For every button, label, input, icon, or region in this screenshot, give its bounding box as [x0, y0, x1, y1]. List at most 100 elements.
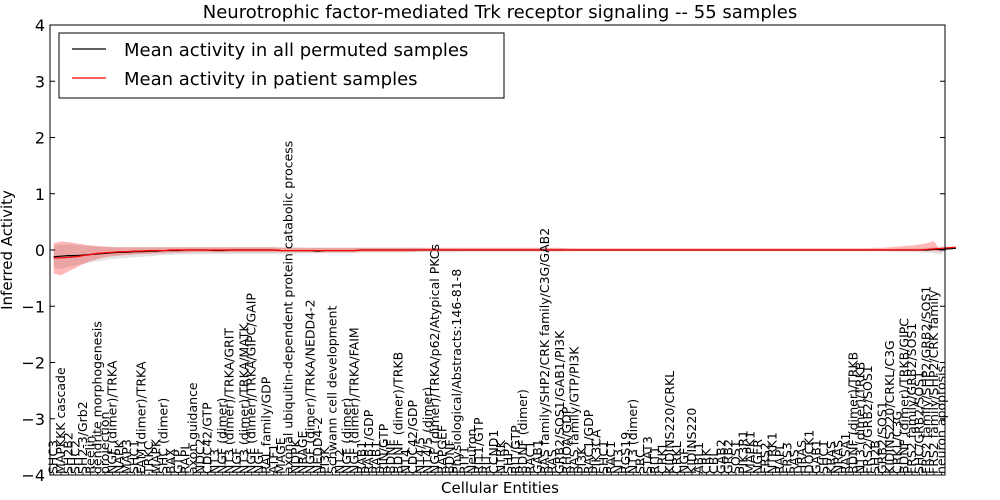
x-tick-label: NGF [677, 448, 692, 474]
x-tick-label: Reelin [82, 436, 97, 474]
x-tick-label: RHOA/GDP [559, 406, 574, 474]
x-tick-label: CRKL [669, 441, 684, 474]
x-tick-label: Schwann cell development [324, 306, 339, 474]
x-tick-label: RAS [787, 449, 802, 474]
x-tick-label: MAPK [148, 438, 163, 474]
x-tick-label: GRB2/SOS1 [875, 401, 890, 474]
x-tick-label: KIDINS220/CRKL/C3G [882, 340, 897, 474]
x-tick-label: DOCK1 [801, 430, 816, 474]
x-tick-label: RAB1/GDP [361, 409, 376, 474]
x-tick-label: RAB1 [354, 441, 369, 474]
y-tick-label: −4 [21, 466, 45, 485]
x-tick-label: NGF (dimer)/TRKA/GIPC/GAIP [244, 293, 259, 474]
x-tick-label: NEDD4-2 [310, 417, 325, 474]
x-tick-label: SRC [633, 449, 648, 474]
x-tick-label: NT3 (dimer) [625, 399, 640, 474]
x-tick-label: GAB2 [713, 439, 728, 474]
x-tick-label: NT4/5 [412, 437, 427, 474]
y-axis-label: Inferred Activity [0, 190, 16, 310]
x-tick-label: Physiological/Abstracts:146-81-8 [449, 269, 464, 474]
x-tick-label: SHC3 [46, 440, 61, 474]
x-tick-label: axon guidance [185, 382, 200, 474]
x-tick-label: RIT [479, 454, 494, 474]
patient-confidence-band [53, 241, 942, 276]
legend-label-patient: Mean activity in patient samples [124, 69, 418, 90]
x-tick-label: SHC2 [68, 440, 83, 474]
x-tick-label: PIK3R1 [735, 430, 750, 474]
x-tick-label: MAPKKK cascade [53, 367, 68, 474]
x-tick-label: NT2 [332, 449, 347, 474]
x-tick-label: NDPK [288, 438, 303, 474]
x-tick-label: RAPL [772, 443, 787, 474]
chart-title: Neurotrophic factor-mediated Trk recepto… [203, 2, 797, 23]
x-tick-label: ABL1 [691, 442, 706, 474]
x-tick-label: CDC42/GDP [405, 399, 420, 474]
x-tick-label: NGF (dimer)/TRKA/FAIM [346, 327, 361, 474]
y-tick-label: 3 [35, 72, 45, 91]
x-tick-label: CBL [706, 450, 721, 474]
x-tick-label: NGF (dimer)/TRKA [104, 360, 119, 474]
x-tick-label: CRK [699, 448, 714, 474]
x-tick-label: RASA1 [838, 433, 853, 474]
x-tick-label: axonal ubiquitin-dependent protein catab… [280, 141, 295, 474]
x-tick-label: NTRK [493, 439, 508, 474]
x-tick-label: MAPK1 [743, 431, 758, 474]
plot-area [53, 241, 957, 276]
y-tick-label: 2 [35, 129, 45, 148]
y-tick-label: −1 [21, 297, 45, 316]
x-tick-label: TRKC [141, 441, 156, 475]
x-tick-label: RIT1/GTP [471, 417, 486, 474]
x-tick-label: BDNF (dimer)/TRKB [845, 352, 860, 474]
x-tick-label: PI3K [317, 446, 332, 474]
x-tick-label: BAX [163, 448, 178, 474]
x-tick-label: KIDINS220/CRKL [662, 371, 677, 474]
x-tick-label: NGF [251, 448, 266, 474]
x-tick-label: RAS family/GTP/PI3K [567, 346, 582, 474]
legend: Mean activity in all permuted samples Me… [58, 32, 505, 99]
x-tick-label: BDNF (dimer)/TRKB [390, 352, 405, 474]
x-tick-label: RIN/GTP [376, 423, 391, 474]
x-tick-label: PI3K [574, 446, 589, 474]
x-tick-label: dendrite morphogenesis [90, 321, 105, 474]
x-tick-label: PIK3CA [589, 429, 604, 474]
x-tick-label: neuron apoptosis [933, 366, 948, 474]
x-tick-label: RAC1 [523, 441, 538, 474]
x-tick-label: BDNF [442, 439, 457, 474]
x-tick-label: ATF1 [266, 444, 281, 474]
x-tick-label: NT3 [611, 449, 626, 474]
x-tick-label: NDC2 [192, 438, 207, 474]
x-tick-label: RAS family/SHP2/CRK family/C3G/GAB2 [537, 228, 552, 474]
x-tick-label: NT3 [207, 449, 222, 474]
x-axis-label: Cellular Entities [441, 479, 559, 497]
x-tick-label: KRAS [823, 441, 838, 474]
legend-box [58, 32, 505, 99]
x-tick-label: NGF [229, 448, 244, 474]
x-tick-label: GAB1 [809, 439, 824, 474]
x-tick-label: RAPGEF [434, 425, 449, 474]
x-tick-label: SH2-3/Grb2 [75, 401, 90, 474]
x-tick-label: GRB2/SOS1/GAB1/PI3K [552, 330, 567, 474]
x-tick-label: HRAS [794, 440, 809, 474]
x-tick-label: RAC1 [603, 441, 618, 474]
x-tick-label: NT3 (dimer)/TRKA/GRIT [222, 328, 237, 474]
x-tick-label: SHC/GRB2/SOS1 [911, 371, 926, 474]
x-tick-label: RGS19 [618, 432, 633, 474]
x-tick-label: SH2B [867, 440, 882, 474]
x-tick-label: RAB1 [368, 441, 383, 474]
x-tick-label: NT3 (dimer)/TRKA/MATK [236, 323, 251, 474]
x-tick-label: KIDINS220 [684, 408, 699, 474]
y-tick-label: 0 [35, 241, 45, 260]
x-tick-label: Neuron [464, 429, 479, 474]
patient-mean-line [53, 246, 957, 259]
x-tick-label: NRAS [831, 440, 846, 474]
y-tick-label: −2 [21, 354, 45, 373]
x-tick-label: FRS2 [757, 442, 772, 474]
legend-label-permuted: Mean activity in all permuted samples [124, 40, 468, 61]
x-tick-label: MAP3 [119, 439, 134, 474]
x-tick-label: FAM (dimer)/TRKA [134, 361, 149, 474]
x-tick-label: SHP2 [501, 441, 516, 474]
x-tick-label: NRAGE [295, 430, 310, 474]
x-tick-label: NGF (dimer)/TRKA/NEDD4-2 [302, 299, 317, 474]
